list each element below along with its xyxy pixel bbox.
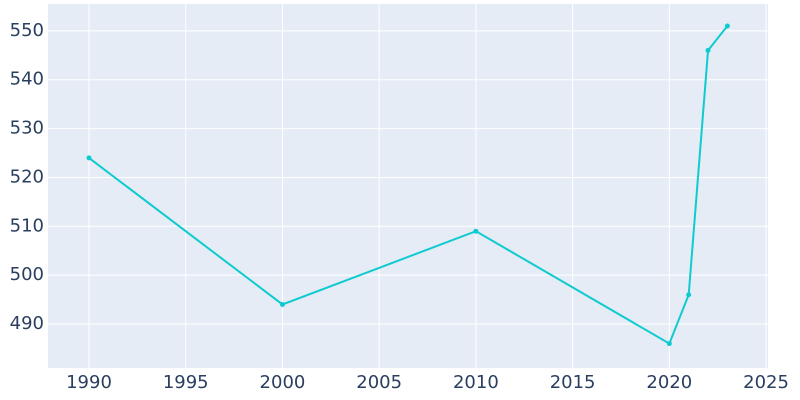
y-tick-label: 530 — [10, 118, 44, 139]
x-tick-label: 1995 — [163, 372, 209, 393]
x-tick-label: 2020 — [646, 372, 692, 393]
y-tick-label: 500 — [10, 264, 44, 285]
marker — [86, 155, 92, 161]
y-tick-label: 510 — [10, 215, 44, 236]
marker — [686, 292, 692, 298]
plot-area — [48, 4, 768, 368]
x-tick-label: 2000 — [260, 372, 306, 393]
x-tick-label: 2005 — [356, 372, 402, 393]
x-tick-label: 2010 — [453, 372, 499, 393]
y-tick-label: 520 — [10, 166, 44, 187]
marker — [705, 47, 711, 53]
y-tick-label: 550 — [10, 20, 44, 41]
x-tick-label: 2015 — [550, 372, 596, 393]
y-tick-label: 540 — [10, 69, 44, 90]
marker — [279, 301, 285, 307]
x-tick-label: 1990 — [66, 372, 112, 393]
marker — [666, 341, 672, 347]
marker — [724, 23, 730, 29]
x-tick-label: 2025 — [743, 372, 789, 393]
y-tick-label: 490 — [10, 313, 44, 334]
marker — [473, 228, 479, 234]
